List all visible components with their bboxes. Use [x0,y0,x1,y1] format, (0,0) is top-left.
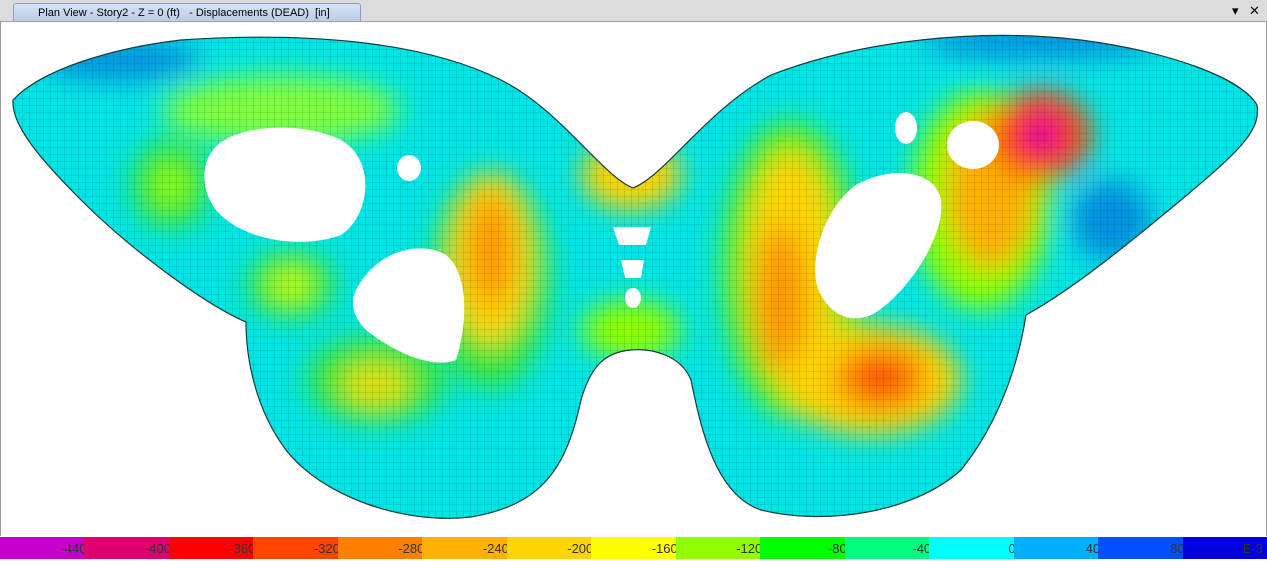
legend-segment: -80 [760,537,847,559]
legend-segment: 40 [1013,537,1101,559]
legend-segment: -40 [844,537,932,559]
legend-segment: 80 [1098,537,1185,559]
legend-segment: -400 [84,537,171,559]
view-tab[interactable]: Plan View - Story2 - Z = 0 (ft) - Displa… [13,3,361,21]
legend-label: -320 [313,541,340,556]
legend-label: -80 [827,541,847,556]
legend-label: -240 [482,541,509,556]
slab-contours [12,35,1258,519]
legend-segment: -440 [0,537,87,559]
legend-segment: -120 [675,537,763,559]
legend-segment: -240 [422,537,509,559]
legend-segment: -280 [337,537,425,559]
legend-label: -400 [144,541,171,556]
displacement-contour-plot [12,34,1259,519]
legend-segment: 0 [929,537,1016,559]
legend-label: 80 [1170,541,1185,556]
legend-label: -280 [398,541,425,556]
legend-label: -160 [651,541,678,556]
legend-label: 40 [1085,541,1101,556]
chevron-down-icon[interactable]: ▾ [1232,3,1239,18]
legend-label: -120 [736,541,763,556]
legend-label: E-3 [1242,541,1264,556]
legend-label: 0 [1008,541,1016,556]
legend-segment: -160 [591,537,678,559]
close-icon[interactable]: ✕ [1249,3,1260,18]
color-legend-bar: -440 -400 -360 -320 -280 -240 -200 -160 -120 -80-… [0,537,1267,561]
legend-label: -360 [229,541,256,556]
legend-label: -440 [60,541,87,556]
legend-label: -40 [912,541,932,556]
legend-segment: E-3 [1182,537,1267,559]
legend-segment: -320 [253,537,340,559]
legend-segment: -360 [168,537,256,559]
legend-segment: -200 [506,537,594,559]
legend-label: -200 [567,541,594,556]
window-titlebar: Plan View - Story2 - Z = 0 (ft) - Displa… [0,0,1267,22]
plan-view-canvas[interactable] [0,22,1267,536]
